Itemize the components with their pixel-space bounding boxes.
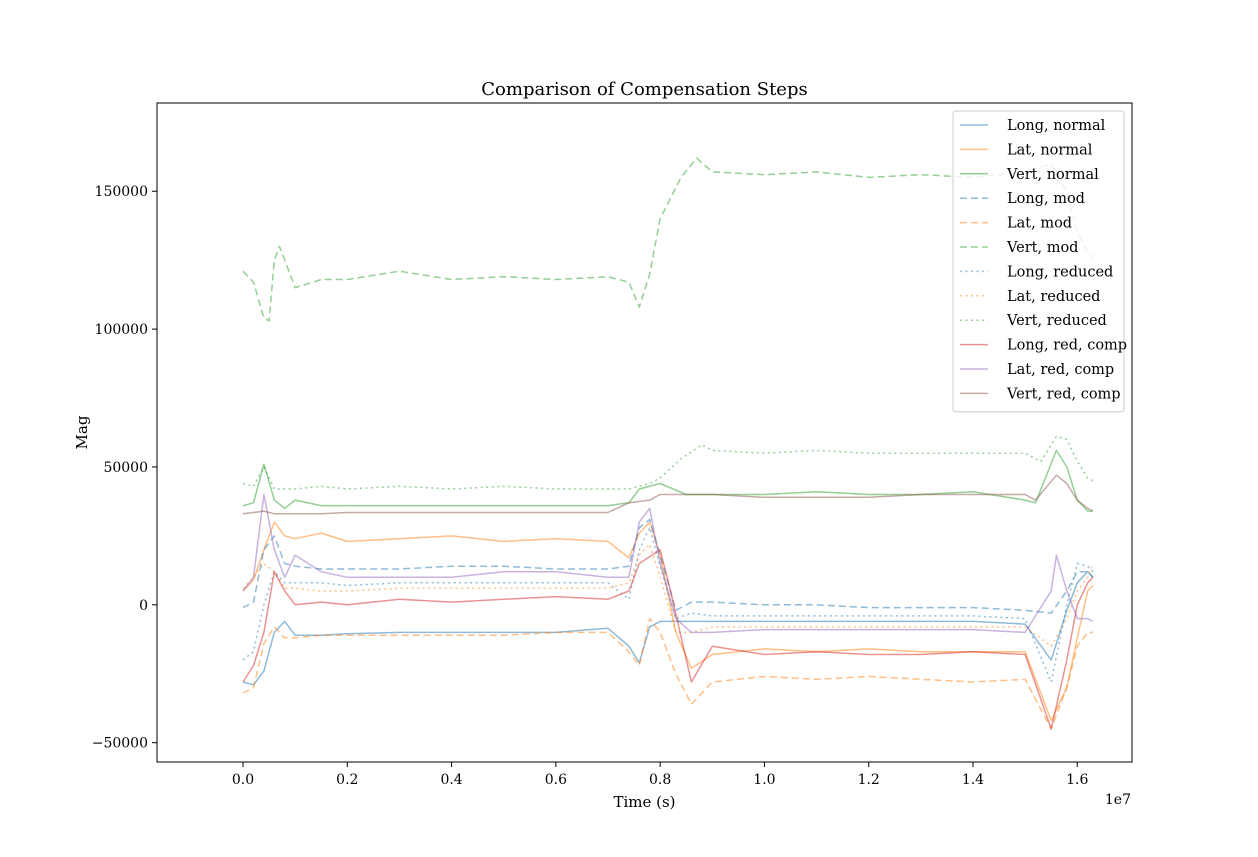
series-line-lat-normal <box>242 521 1094 722</box>
y-tick-label: −50000 <box>92 736 148 752</box>
plot-frame <box>156 102 1133 763</box>
legend-entry: Vert, red, comp <box>1006 386 1121 402</box>
series-line-lat-mod <box>242 617 1093 730</box>
legend-entry: Lat, mod <box>1007 216 1072 232</box>
series-line-vert-reduced <box>242 435 1094 490</box>
chart-title: Comparison of Compensation Steps <box>481 79 807 100</box>
x-axis-offset-label: 1e7 <box>1105 792 1131 808</box>
legend-entry: Lat, reduced <box>1007 289 1100 305</box>
series-line-lat-red-comp <box>242 493 1094 634</box>
x-tick-label: 0.8 <box>649 772 671 788</box>
y-tick-label: 150000 <box>95 184 148 200</box>
series-layer <box>242 157 1094 730</box>
legend-entry: Long, reduced <box>1007 264 1113 280</box>
series-line-lat-reduced <box>242 543 1094 647</box>
x-tick-label: 1.2 <box>858 772 880 788</box>
legend-entry: Long, red, comp <box>1007 338 1127 354</box>
x-tick-label: 0.6 <box>545 772 567 788</box>
legend-entry: Long, normal <box>1007 118 1106 134</box>
x-tick-label: 0.4 <box>440 772 462 788</box>
y-axis-label: Mag <box>73 415 91 449</box>
series-line-vert-red-comp <box>242 474 1094 515</box>
y-axis: −50000 0 50000 100000 150000 <box>92 184 157 752</box>
x-tick-label: 1.6 <box>1066 772 1088 788</box>
x-tick-label: 0.0 <box>232 772 254 788</box>
legend-entry: Long, mod <box>1007 191 1085 207</box>
x-axis: 0.0 0.2 0.4 0.6 0.8 1.0 1.2 1.4 1.6 <box>232 762 1088 788</box>
legend-entry: Vert, reduced <box>1006 313 1107 329</box>
x-tick-label: 1.4 <box>962 772 984 788</box>
series-line-long-reduced <box>242 526 1094 683</box>
y-tick-label: 50000 <box>103 460 148 476</box>
legend-entry: Lat, normal <box>1007 142 1093 158</box>
legend-entry: Vert, mod <box>1006 240 1078 256</box>
x-tick-label: 0.2 <box>336 772 358 788</box>
x-axis-label: Time (s) <box>613 793 675 811</box>
series-line-long-mod <box>242 518 1094 614</box>
legend-box <box>952 110 1125 413</box>
legend: Long, normal Lat, normal Vert, normal Long,… <box>952 110 1127 413</box>
legend-entry: Vert, normal <box>1006 167 1099 183</box>
y-tick-label: 100000 <box>95 322 148 338</box>
legend-entry: Lat, red, comp <box>1007 362 1114 378</box>
y-tick-label: 0 <box>139 598 148 614</box>
x-tick-label: 1.0 <box>753 772 775 788</box>
series-line-long-red-comp <box>242 548 1094 730</box>
series-line-vert-normal <box>242 449 1093 512</box>
